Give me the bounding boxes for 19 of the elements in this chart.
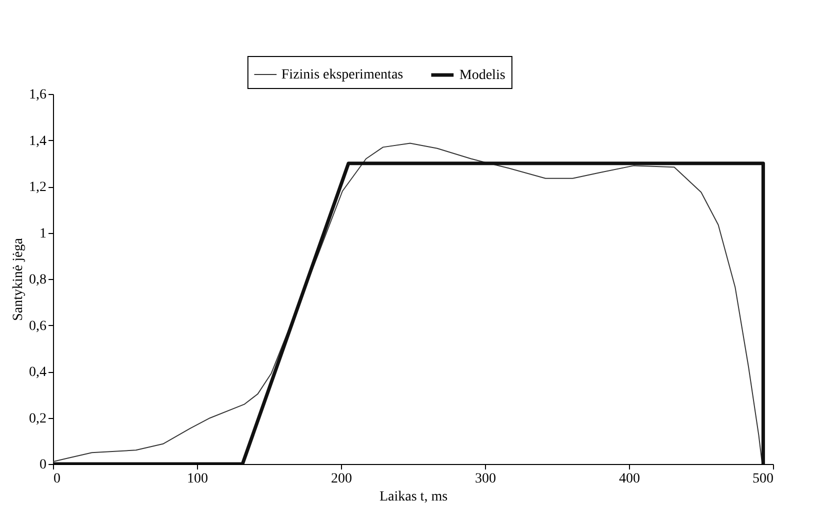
x-tick-label: 200 [331, 472, 352, 486]
y-tick-label: 1,4 [29, 134, 46, 149]
y-tick-label: 0 [40, 458, 46, 472]
x-axis-title: Laikas t, ms [379, 490, 448, 504]
y-tick-label: 1,2 [29, 180, 46, 195]
y-tick-label: 0,2 [29, 411, 46, 426]
y-axis-title: Santykinė jėga [11, 237, 26, 321]
y-tick-label: 1 [40, 226, 46, 242]
x-tick-label: 300 [475, 472, 496, 486]
y-tick-label: 0,4 [29, 365, 46, 380]
y-tick-label: 0,8 [29, 272, 46, 288]
x-tick-label: 400 [619, 472, 640, 486]
y-tick-label: 0,6 [29, 318, 46, 334]
x-tick-label: 0 [54, 472, 60, 486]
x-tick-label: 100 [187, 472, 208, 486]
y-tick-label: 1,6 [29, 88, 46, 102]
legend-label: Fizinis eksperimentas [281, 68, 404, 82]
x-tick-label: 500 [752, 472, 774, 486]
legend-label: Modelis [459, 68, 506, 83]
